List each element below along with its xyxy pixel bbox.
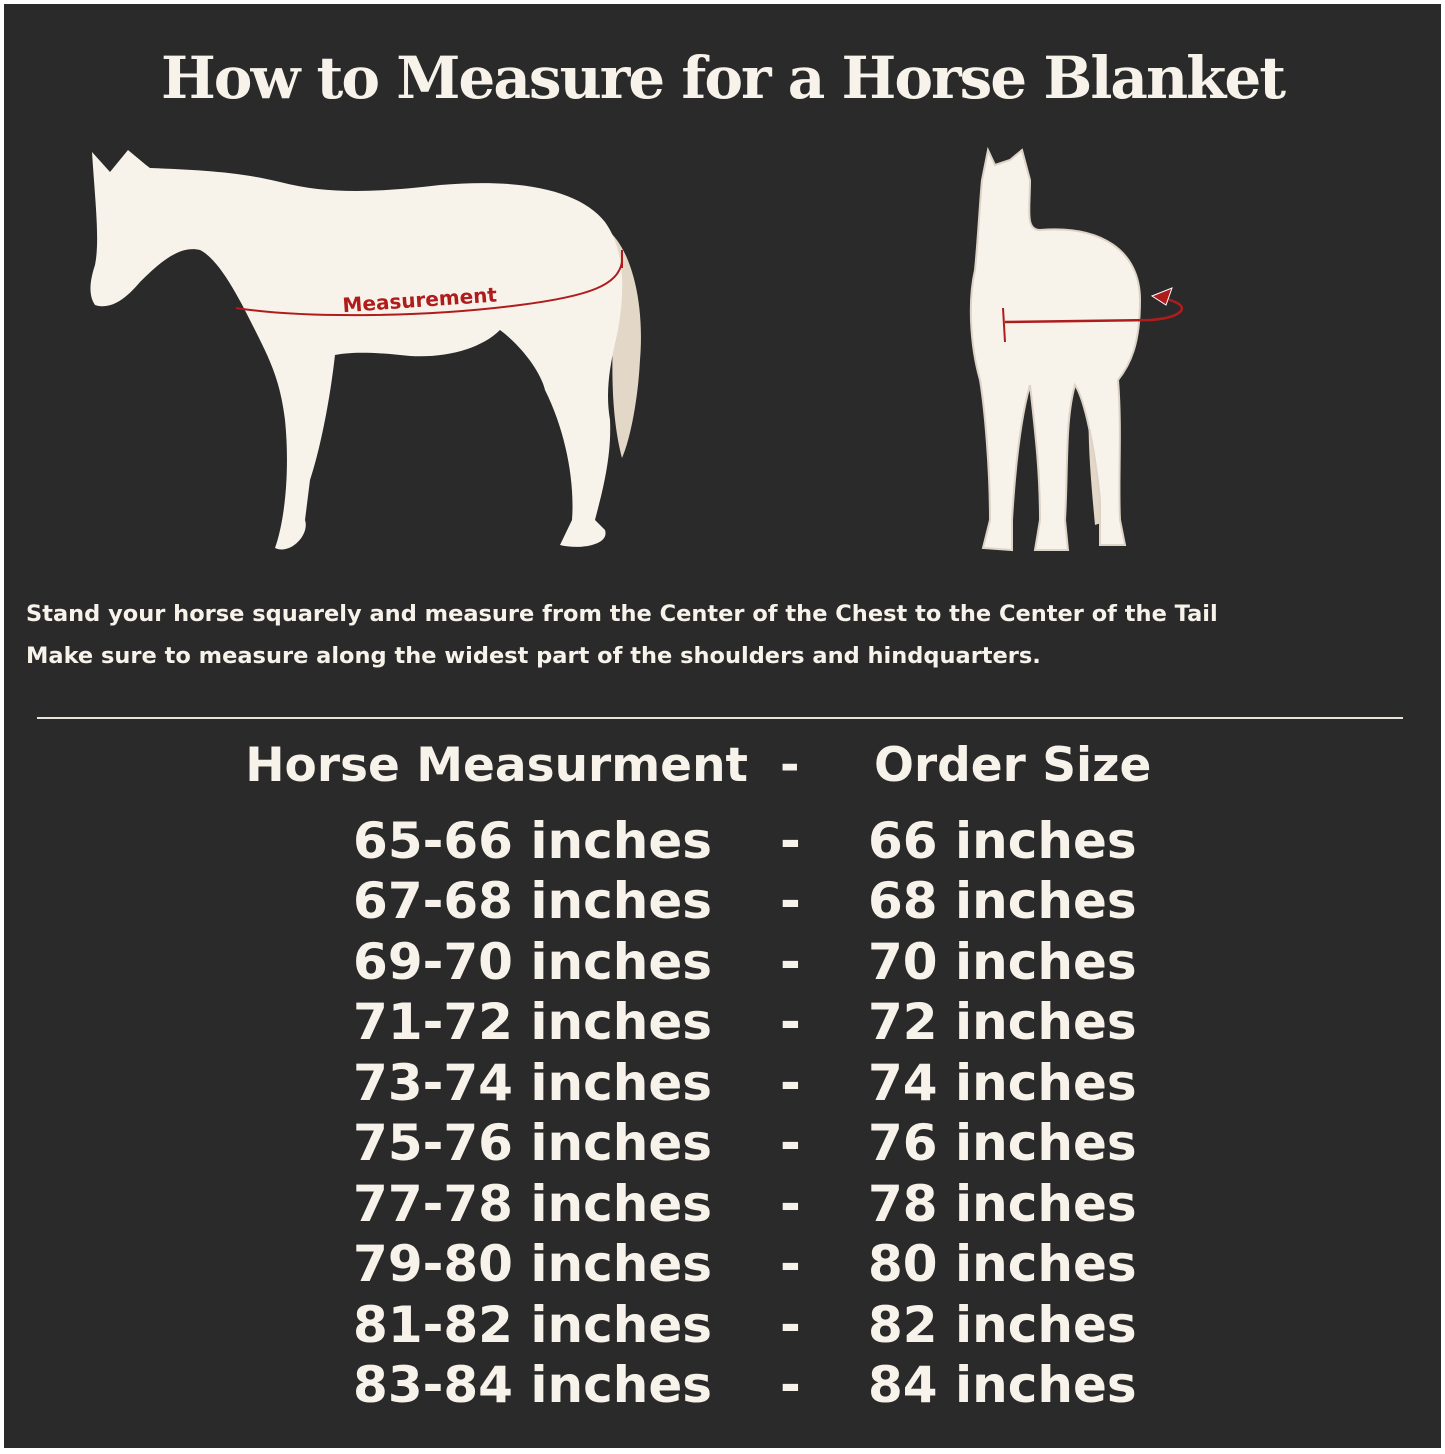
- horse-front-view: [969, 146, 1183, 552]
- row-separator: -: [780, 812, 801, 870]
- row-size: 78 inches: [868, 1175, 1137, 1233]
- page-title: How to Measure for a Horse Blanket: [160, 44, 1286, 112]
- front-horse-silhouette: [969, 146, 1142, 552]
- row-size: 82 inches: [868, 1296, 1137, 1354]
- row-size: 68 inches: [868, 872, 1137, 930]
- row-measurement: 73-74 inches: [353, 1054, 712, 1112]
- row-separator: -: [780, 1054, 801, 1112]
- divider: [37, 717, 1403, 719]
- row-size: 70 inches: [868, 933, 1137, 991]
- row-measurement: 69-70 inches: [353, 933, 712, 991]
- row-separator: -: [780, 933, 801, 991]
- row-size: 72 inches: [868, 993, 1137, 1051]
- side-horse-silhouette: [90, 150, 623, 550]
- row-size: 84 inches: [868, 1356, 1137, 1414]
- side-horse-tail: [600, 225, 641, 458]
- row-size: 74 inches: [868, 1054, 1137, 1112]
- row-measurement: 67-68 inches: [353, 872, 712, 930]
- row-measurement: 81-82 inches: [353, 1296, 712, 1354]
- front-measurement-arrow-icon: [1150, 287, 1173, 306]
- row-separator: -: [780, 993, 801, 1051]
- row-separator: -: [780, 872, 801, 930]
- side-measurement-line: [235, 261, 623, 317]
- row-measurement: 65-66 inches: [353, 812, 712, 870]
- row-size: 80 inches: [868, 1235, 1137, 1293]
- header-order-size: Order Size: [874, 738, 1152, 793]
- row-size: 76 inches: [868, 1114, 1137, 1172]
- header-separator: -: [780, 738, 800, 793]
- header-horse-measurement: Horse Measurment: [245, 738, 748, 793]
- front-measurement-line: [1004, 296, 1183, 324]
- row-separator: -: [780, 1296, 801, 1354]
- row-measurement: 71-72 inches: [353, 993, 712, 1051]
- row-measurement: 77-78 inches: [353, 1175, 712, 1233]
- row-measurement: 75-76 inches: [353, 1114, 712, 1172]
- row-separator: -: [780, 1235, 801, 1293]
- row-separator: -: [780, 1114, 801, 1172]
- row-measurement: 83-84 inches: [353, 1356, 712, 1414]
- row-size: 66 inches: [868, 812, 1137, 870]
- row-separator: -: [780, 1356, 801, 1414]
- row-separator: -: [780, 1175, 801, 1233]
- instruction-line-1: Stand your horse squarely and measure fr…: [26, 601, 1218, 627]
- horse-side-view: Measurement: [90, 150, 641, 550]
- instruction-line-2: Make sure to measure along the widest pa…: [26, 643, 1041, 669]
- row-measurement: 79-80 inches: [353, 1235, 712, 1293]
- horse-diagrams: Measurement: [90, 146, 1183, 552]
- front-measurement-endcap: [1002, 307, 1006, 343]
